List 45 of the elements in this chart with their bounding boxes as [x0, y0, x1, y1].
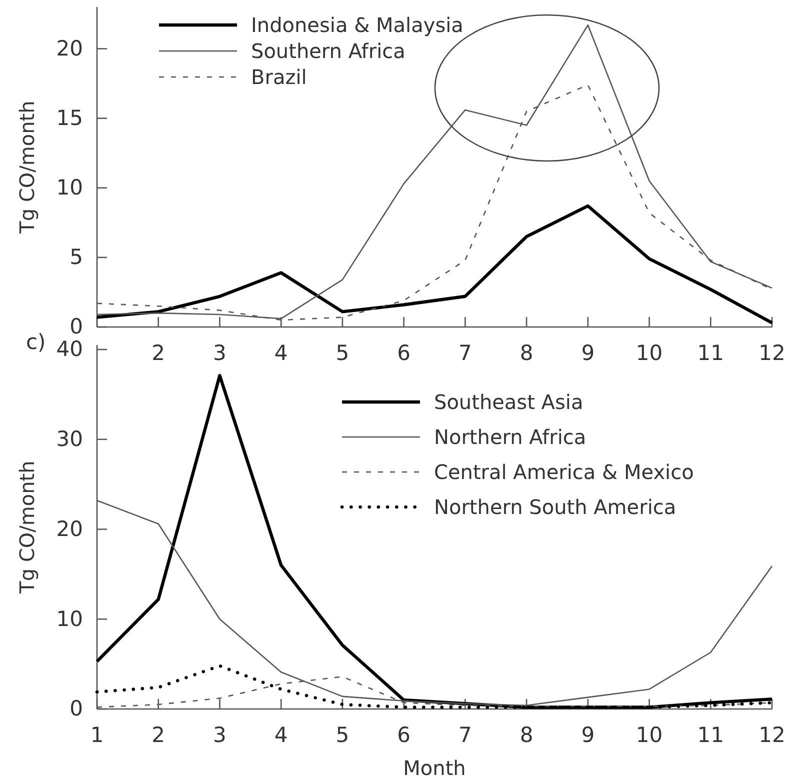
- x-tick-label: 10: [636, 722, 663, 747]
- x-tick-label: 2: [152, 340, 166, 365]
- y-tick-label: 10: [56, 606, 83, 631]
- x-tick-label: 5: [336, 340, 350, 365]
- y-axis-title: Tg CO/month: [15, 460, 39, 594]
- x-tick-label: 6: [397, 722, 411, 747]
- legend-label: Indonesia & Malaysia: [251, 13, 464, 37]
- x-tick-label: 12: [758, 722, 786, 747]
- x-tick-label: 11: [697, 722, 724, 747]
- line-series: [95, 204, 774, 324]
- text: c): [26, 330, 46, 354]
- x-tick-label: 9: [581, 722, 595, 747]
- x-tick-label: 9: [581, 340, 595, 365]
- y-tick-label: 15: [56, 106, 83, 130]
- y-tick-label: 40: [56, 337, 83, 362]
- legend-label: Southeast Asia: [434, 390, 584, 414]
- legend-label: Northern Africa: [434, 425, 586, 449]
- y-tick-label: 0: [70, 314, 83, 339]
- x-tick-label: 2: [152, 722, 166, 747]
- y-tick-label: 20: [56, 36, 83, 60]
- legend-label: Brazil: [251, 65, 307, 89]
- x-tick-label: 6: [397, 340, 411, 365]
- x-tick-label: 8: [520, 722, 534, 747]
- x-tick-label: 3: [213, 340, 226, 365]
- y-tick-label: 5: [70, 245, 83, 270]
- x-tick-label: 3: [213, 722, 226, 747]
- y-tick-label: 20: [56, 516, 83, 541]
- y-tick-label: 10: [56, 176, 83, 200]
- x-tick-label: 4: [274, 722, 288, 747]
- x-tick-label: 11: [697, 340, 724, 365]
- x-tick-label: 5: [336, 722, 350, 747]
- x-tick-label: 4: [274, 340, 288, 365]
- legend-label: Central America & Mexico: [434, 460, 694, 484]
- y-tick-label: 0: [70, 696, 83, 721]
- x-tick-label: 7: [458, 340, 472, 365]
- x-tick-label: 8: [520, 340, 534, 365]
- legend-label: Northern South America: [434, 495, 676, 519]
- y-tick-label: 30: [56, 427, 83, 452]
- x-tick-label: 7: [458, 722, 472, 747]
- x-tick-label: 10: [636, 340, 663, 365]
- y-axis-title: Tg CO/month: [15, 100, 39, 234]
- legend-label: Southern Africa: [251, 39, 406, 63]
- x-tick-label: 1: [90, 722, 104, 747]
- x-axis-title: Month: [403, 756, 466, 780]
- x-tick-label: 12: [758, 340, 786, 365]
